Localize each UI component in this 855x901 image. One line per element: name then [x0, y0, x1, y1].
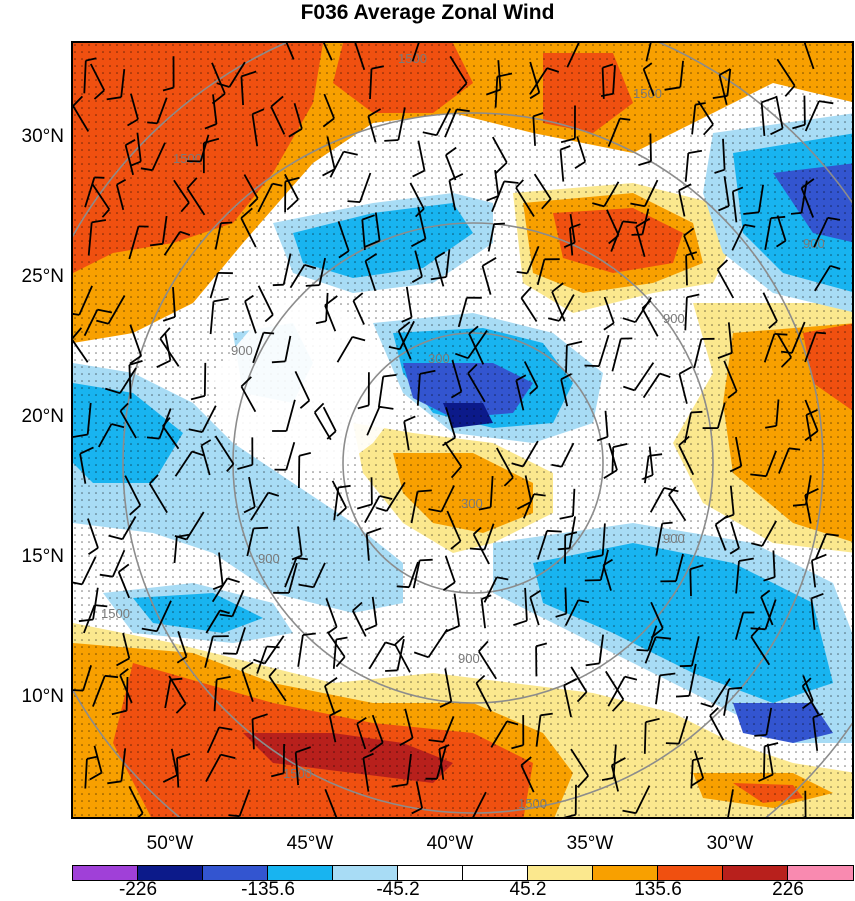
wind-barb-feather: [272, 361, 285, 362]
lat-label-25n: 25°N: [0, 266, 64, 288]
wind-barb-feather: [547, 531, 562, 532]
map-panel[interactable]: 1500 1500 900 900 900 900 900 300 300 15…: [71, 41, 854, 819]
lon-label-40w: 40°W: [427, 833, 474, 855]
map-title: F036 Average Zonal Wind: [0, 0, 855, 28]
wind-barb-feather: [794, 817, 806, 819]
wind-barb-feather: [223, 653, 237, 654]
contour-label: 1500: [173, 151, 202, 166]
wind-barb-feather: [558, 548, 570, 549]
contour-label: 900: [458, 651, 480, 666]
contour-label: 1500: [101, 606, 130, 621]
colorbar-label: -226: [119, 879, 157, 901]
colorbar-label: 135.6: [634, 879, 682, 901]
colorbar-swatch: [463, 866, 528, 880]
colorbar-swatch: [593, 866, 658, 880]
contour-label: 900: [663, 531, 685, 546]
lon-label-50w: 50°W: [147, 833, 194, 855]
wind-barb-feather: [666, 743, 679, 744]
lat-label-20n: 20°N: [0, 406, 64, 428]
wind-barb-feather: [221, 223, 232, 224]
lon-label-30w: 30°W: [707, 833, 754, 855]
wind-barb-shaft: [650, 134, 651, 162]
wind-barb-feather: [418, 490, 432, 491]
wind-barb-feather: [229, 815, 240, 816]
contour-label: 300: [428, 351, 450, 366]
colorbar-swatch: [398, 866, 463, 880]
wind-barb-shaft: [645, 722, 646, 754]
colorbar-swatch: [203, 866, 268, 880]
contour-label: 900: [663, 311, 685, 326]
wind-barb-shaft: [566, 345, 567, 373]
colorbar-swatch: [138, 866, 203, 880]
colorbar-label: -135.6: [241, 879, 295, 901]
contour-label: 1500: [398, 51, 427, 66]
wind-barb-feather: [306, 285, 320, 286]
wind-barb-feather: [385, 670, 397, 671]
wind-barb-feather: [326, 818, 337, 819]
contour-label: 900: [258, 551, 280, 566]
wind-barb-feather: [729, 688, 742, 689]
colorbar-swatch: [658, 866, 723, 880]
lat-label-30n: 30°N: [0, 126, 64, 148]
wind-barb-feather: [397, 586, 409, 587]
wind-barb-feather: [267, 647, 280, 648]
wind-barb-feather: [147, 437, 159, 438]
wind-barb-feather: [691, 412, 702, 413]
lat-label-10n: 10°N: [0, 686, 64, 708]
wind-barb-shaft: [603, 68, 604, 99]
wind-barb-feather: [147, 122, 157, 123]
wind-barb-feather: [774, 334, 787, 335]
wind-barb-shaft: [686, 255, 687, 285]
wind-barb-feather: [254, 528, 269, 529]
wind-barb-feather: [494, 224, 505, 225]
wind-barb-feather: [676, 696, 689, 697]
wind-barb-feather: [73, 690, 83, 691]
wind-barb-feather: [585, 366, 600, 367]
wind-barb-feather: [791, 213, 802, 214]
colorbar: [72, 865, 854, 881]
colorbar-label: 226: [772, 879, 804, 901]
map-canvas: 1500 1500 900 900 900 900 900 300 300 15…: [73, 43, 854, 819]
colorbar-swatch: [528, 866, 593, 880]
wind-barb-shaft: [764, 746, 765, 777]
lat-label-15n: 15°N: [0, 546, 64, 568]
wind-barb-feather: [348, 201, 361, 202]
wind-barb-feather: [462, 817, 472, 819]
colorbar-swatch: [73, 866, 138, 880]
colorbar-label: -45.2: [376, 879, 419, 901]
wind-barb-feather: [384, 140, 398, 141]
colorbar-swatch: [333, 866, 398, 880]
wind-barb-shaft: [690, 569, 691, 596]
wind-barb-feather: [816, 333, 826, 334]
wind-barb-feather: [793, 505, 806, 506]
contour-label: 900: [803, 236, 825, 251]
wind-barb-feather: [637, 650, 649, 651]
wind-barb-feather: [273, 285, 284, 286]
wind-barb-feather: [264, 333, 275, 334]
wind-barb-shaft: [612, 447, 613, 474]
wind-barb-feather: [420, 560, 433, 561]
contour-label: 1500: [518, 796, 547, 811]
wind-barb-shaft: [565, 588, 566, 614]
wind-barb-shaft: [804, 96, 805, 125]
colorbar-swatch: [268, 866, 333, 880]
wind-barb-feather: [754, 735, 766, 736]
wind-barb-feather: [170, 679, 182, 680]
colorbar-label: 45.2: [510, 879, 547, 901]
wind-barb-feather: [662, 523, 672, 524]
lon-label-35w: 35°W: [567, 833, 614, 855]
wind-barb-shaft: [205, 363, 206, 396]
colorbar-swatch: [723, 866, 788, 880]
contour-label: 1500: [633, 86, 662, 101]
contour-label: 900: [231, 343, 253, 358]
lon-label-45w: 45°W: [287, 833, 334, 855]
colorbar-swatch: [788, 866, 853, 880]
